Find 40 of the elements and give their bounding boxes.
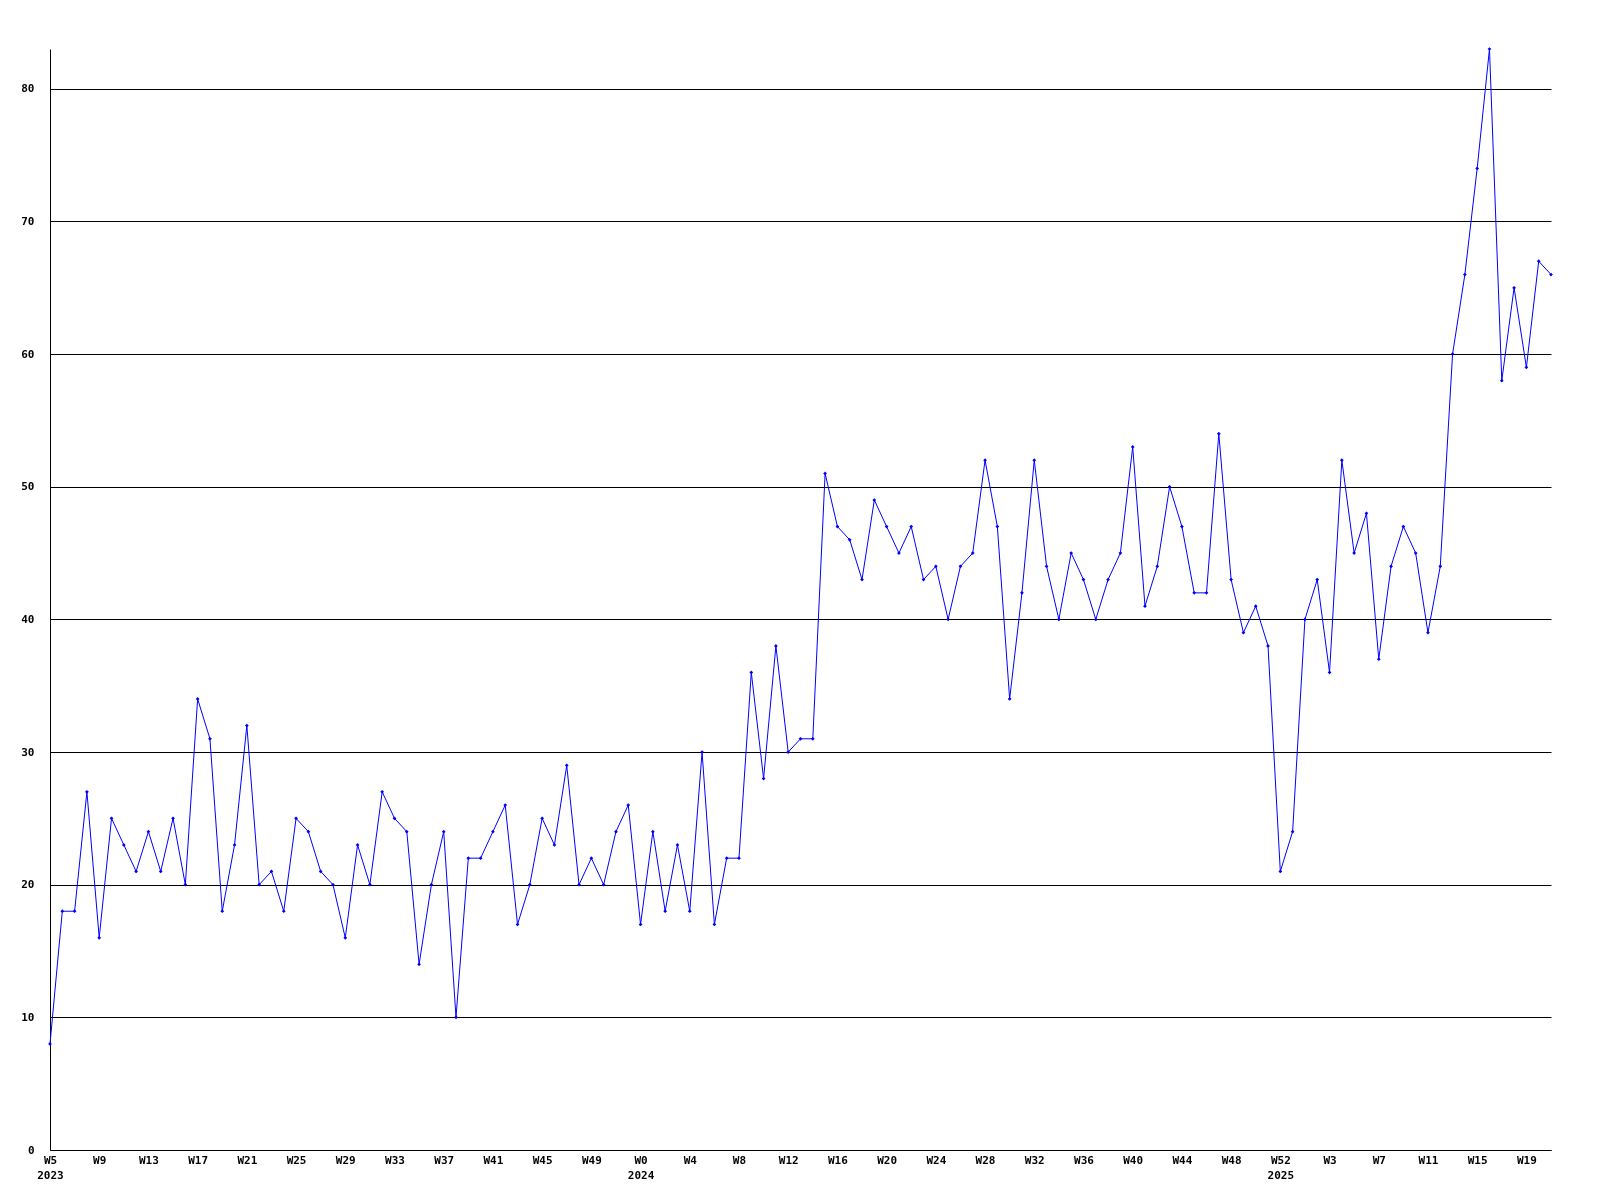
x-tick-label: W49 [581, 1153, 602, 1167]
x-tick-label: W48 [1221, 1153, 1242, 1167]
x-tick-label: W3 [1323, 1153, 1337, 1167]
y-tick-label: 20 [21, 878, 35, 892]
x-tick-label: W7 [1372, 1153, 1386, 1167]
x-tick-label: W25 [286, 1153, 307, 1167]
x-tick-label: W36 [1074, 1153, 1095, 1167]
x-tick-label: W13 [138, 1153, 159, 1167]
x-tick-label: W40 [1123, 1153, 1144, 1167]
x-tick-label: W21 [237, 1153, 258, 1167]
x-tick-label: W24 [926, 1153, 947, 1167]
x-tick-label: W32 [1024, 1153, 1045, 1167]
x-tick-label: W28 [975, 1153, 996, 1167]
y-tick-label: 50 [21, 480, 35, 494]
y-tick-label: 70 [21, 214, 35, 228]
y-tick-label: 80 [21, 82, 35, 96]
x-tick-label: W15 [1467, 1153, 1488, 1167]
y-tick-label: 30 [21, 745, 35, 759]
y-tick-label: 0 [27, 1143, 35, 1157]
x-tick-label: W44 [1172, 1153, 1193, 1167]
x-tick-label: W29 [335, 1153, 356, 1167]
x-tick-label: W8 [732, 1153, 747, 1167]
y-tick-label: 60 [21, 347, 35, 361]
x-tick-label: W20 [877, 1153, 898, 1167]
x-tick-label: W17 [188, 1153, 209, 1167]
x-tick-label: W45 [532, 1153, 553, 1167]
x-tick-label: W12 [778, 1153, 799, 1167]
x-tick-label: W33 [385, 1153, 405, 1167]
y-tick-label: 40 [21, 612, 35, 626]
x-tick-label: W0 2024 [627, 1153, 655, 1182]
x-tick-label: W11 [1418, 1153, 1439, 1167]
x-tick-label: W19 [1516, 1153, 1537, 1167]
x-tick-label: W4 [683, 1153, 698, 1167]
x-tick-label: W52 2025 [1267, 1153, 1295, 1182]
x-tick-label: W37 [434, 1153, 455, 1167]
x-tick-label: W9 [93, 1153, 107, 1167]
x-tick-label: W5 2023 [37, 1153, 64, 1182]
x-tick-label: W41 [483, 1153, 504, 1167]
x-tick-label: W16 [827, 1153, 849, 1167]
y-tick-label: 10 [21, 1010, 35, 1024]
